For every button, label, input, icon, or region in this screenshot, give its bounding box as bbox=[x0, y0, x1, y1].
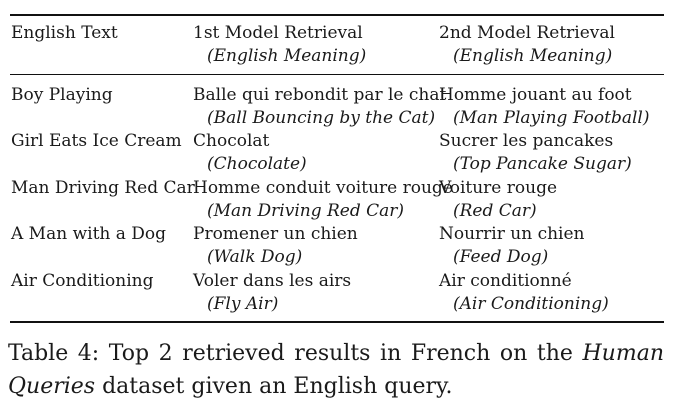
row-english: Man Driving Red Car bbox=[11, 178, 195, 198]
row-model1-french: Voler dans les airs bbox=[193, 271, 352, 291]
row-model1-meaning: (Man Driving Red Car) bbox=[207, 201, 405, 221]
row-model2-meaning: (Top Pancake Sugar) bbox=[453, 154, 632, 174]
row-model1-french: Promener un chien bbox=[193, 224, 358, 244]
row-model1-french: Balle qui rebondit par le chat bbox=[193, 85, 447, 105]
row-model2-meaning: (Red Car) bbox=[453, 201, 537, 221]
row-model2-french: Sucrer les pancakes bbox=[439, 131, 614, 151]
caption-suffix: dataset given an English query. bbox=[95, 374, 453, 399]
table-header-rule bbox=[10, 74, 664, 75]
row-model2-french: Voiture rouge bbox=[439, 178, 558, 198]
header-second-model-meaning: (English Meaning) bbox=[453, 46, 613, 66]
caption-dataset-name-part1: Human bbox=[582, 341, 664, 366]
header-english-text: English Text bbox=[11, 23, 118, 43]
row-model1-meaning: (Fly Air) bbox=[207, 294, 279, 314]
row-model2-meaning: (Man Playing Football) bbox=[453, 108, 650, 128]
row-model2-french: Homme jouant au foot bbox=[439, 85, 632, 105]
table-bottom-rule bbox=[10, 321, 664, 323]
row-english: Girl Eats Ice Cream bbox=[11, 131, 182, 151]
row-english: Boy Playing bbox=[11, 85, 113, 105]
header-first-model-meaning: (English Meaning) bbox=[207, 46, 367, 66]
row-model1-french: Homme conduit voiture rouge bbox=[193, 178, 453, 198]
caption-line-1: Table 4: Top 2 retrieved results in Fren… bbox=[8, 337, 664, 370]
row-english: Air Conditioning bbox=[11, 271, 154, 291]
row-model2-meaning: (Feed Dog) bbox=[453, 247, 549, 267]
row-model2-french: Nourrir un chien bbox=[439, 224, 585, 244]
caption-line-2: Queries dataset given an English query. bbox=[8, 370, 670, 403]
caption-dataset-name-part2: Queries bbox=[8, 374, 96, 399]
row-model2-meaning: (Air Conditioning) bbox=[453, 294, 609, 314]
header-second-model: 2nd Model Retrieval bbox=[439, 23, 615, 43]
header-first-model: 1st Model Retrieval bbox=[193, 23, 363, 43]
caption-prefix: Table 4: Top 2 retrieved results in Fren… bbox=[8, 341, 573, 366]
row-model1-french: Chocolat bbox=[193, 131, 270, 151]
row-model1-meaning: (Chocolate) bbox=[207, 154, 307, 174]
table-caption: Table 4: Top 2 retrieved results in Fren… bbox=[8, 337, 670, 403]
row-model1-meaning: (Walk Dog) bbox=[207, 247, 303, 267]
row-model1-meaning: (Ball Bouncing by the Cat) bbox=[207, 108, 436, 128]
row-english: A Man with a Dog bbox=[11, 224, 167, 244]
row-model2-french: Air conditionné bbox=[439, 271, 572, 291]
table-top-rule bbox=[10, 14, 664, 16]
